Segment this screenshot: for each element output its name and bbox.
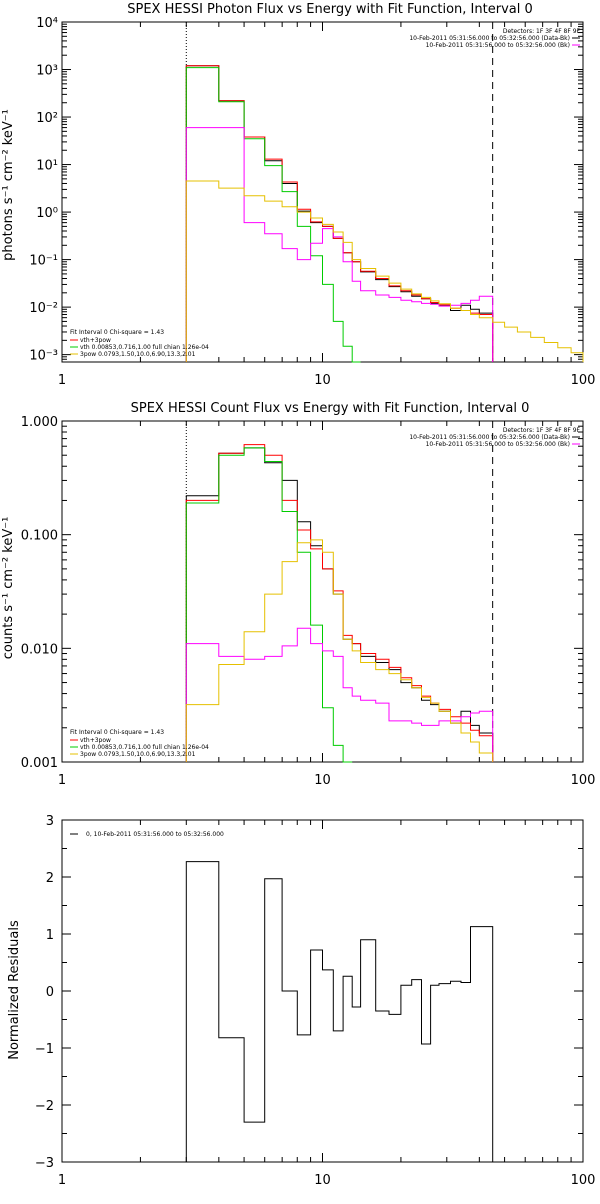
residual-legend-label: 0, 10-Feb-2011 05:31:56.000 to 05:32:56.… (86, 831, 224, 838)
residual-legend: 0, 10-Feb-2011 05:31:56.000 to 05:32:56.… (86, 831, 224, 838)
count-legend: Detectors: 1F 3F 4F 8F 9F 10-Feb-2011 05… (70, 427, 581, 758)
fit-header: Fit Interval 0 Chi-square = 1.43 (70, 329, 164, 336)
x-tick-label: 100 (571, 373, 596, 388)
photon-flux-panel: SPEX HESSI Photon Flux vs Energy with Fi… (1, 2, 595, 388)
photon-legend: Detectors: 1F 3F 4F 8F 9F 10-Feb-2011 05… (70, 28, 581, 358)
legend-label-total: vth+3pow (80, 337, 111, 344)
y-tick-label: −3 (35, 1156, 54, 1171)
series-line-0 (185, 861, 494, 1162)
detectors-label-2: Detectors: 1F 3F 4F 8F 9F (503, 427, 581, 434)
series-line-4 (185, 180, 584, 362)
residuals-panel: Normalized Residuals 1 10 100 −3 −2 −1 0 1 2 3 (7, 814, 595, 1188)
x-tick-label: 10 (314, 373, 331, 388)
y-tick-label: 10⁻¹ (29, 254, 58, 269)
y-tick-label: 10² (36, 111, 58, 126)
y-tick-label: 1 (46, 928, 54, 943)
x-tick-label: 1 (58, 373, 66, 388)
time-range-data-2: 10-Feb-2011 05:31:56.000 to 05:32:56.000… (409, 434, 570, 441)
y-tick-label: −2 (35, 1099, 54, 1114)
y-tick-label: 10⁰ (36, 206, 58, 221)
y-tick-label: 10¹ (36, 159, 58, 174)
time-range-bk: 10-Feb-2011 05:31:56.000 to 05:32:56.000… (426, 42, 570, 49)
series-line-3 (185, 627, 494, 762)
photon-flux-title: SPEX HESSI Photon Flux vs Energy with Fi… (127, 2, 533, 17)
plot-frame (61, 420, 584, 763)
x-tick-label: 1 (58, 773, 66, 788)
legend-label-3pow-2: 3pow 0.0793,1.50,10.0,6.90,13.3,2.01 (80, 751, 196, 758)
fit-header-2: Fit Interval 0 Chi-square = 1.43 (70, 729, 164, 736)
x-tick-label: 100 (571, 1173, 596, 1188)
x-tick-label: 1 (58, 1173, 66, 1188)
time-range-data: 10-Feb-2011 05:31:56.000 to 05:32:56.000… (409, 35, 570, 42)
y-tick-label: 10⁻³ (29, 349, 58, 364)
y-tick-label: −1 (35, 1042, 54, 1057)
series-line-2 (185, 67, 361, 363)
legend-label-3pow: 3pow 0.0793,1.50,10.0,6.90,13.3,2.01 (80, 351, 196, 358)
legend-label-vth: vth 0.00853,0.716,1.00 full chian 1.26e-… (80, 344, 209, 351)
plot-frame (61, 21, 584, 363)
y-tick-label: 0 (46, 985, 54, 1000)
series-line-4 (185, 539, 494, 762)
y-tick-label: 10³ (36, 64, 58, 79)
series-line-0 (185, 447, 494, 762)
y-tick-label: 10⁻² (29, 301, 58, 316)
y-tick-label: 1.000 (21, 415, 58, 430)
x-tick-label: 10 (314, 773, 331, 788)
legend-label-vth-2: vth 0.00853,0.716,1.00 full chian 1.26e-… (80, 744, 209, 751)
count-flux-title: SPEX HESSI Count Flux vs Energy with Fit… (131, 401, 530, 416)
y-tick-label: 10⁴ (36, 16, 58, 31)
photon-flux-ylabel: photons s⁻¹ cm⁻² keV⁻¹ (1, 109, 16, 261)
y-tick-label: 3 (46, 814, 54, 829)
detectors-label: Detectors: 1F 3F 4F 8F 9F (503, 28, 581, 35)
plot-frame (61, 819, 584, 1163)
count-flux-panel: SPEX HESSI Count Flux vs Energy with Fit… (1, 401, 595, 788)
y-tick-label: 2 (46, 871, 54, 886)
series-line-1 (185, 65, 494, 362)
x-tick-label: 10 (314, 1173, 331, 1188)
y-tick-label: 0.100 (21, 529, 58, 544)
y-tick-label: 0.001 (21, 756, 58, 771)
count-flux-ylabel: counts s⁻¹ cm⁻² keV⁻¹ (1, 517, 16, 660)
series-line-0 (185, 65, 494, 362)
time-range-bk-2: 10-Feb-2011 05:31:56.000 to 05:32:56.000… (426, 441, 570, 448)
y-tick-label: 0.010 (21, 642, 58, 657)
residuals-ylabel: Normalized Residuals (7, 920, 22, 1060)
series-line-1 (185, 444, 494, 762)
series-line-2 (185, 447, 353, 763)
legend-label-total-2: vth+3pow (80, 737, 111, 744)
series-line-3 (185, 127, 494, 362)
x-tick-label: 100 (571, 773, 596, 788)
